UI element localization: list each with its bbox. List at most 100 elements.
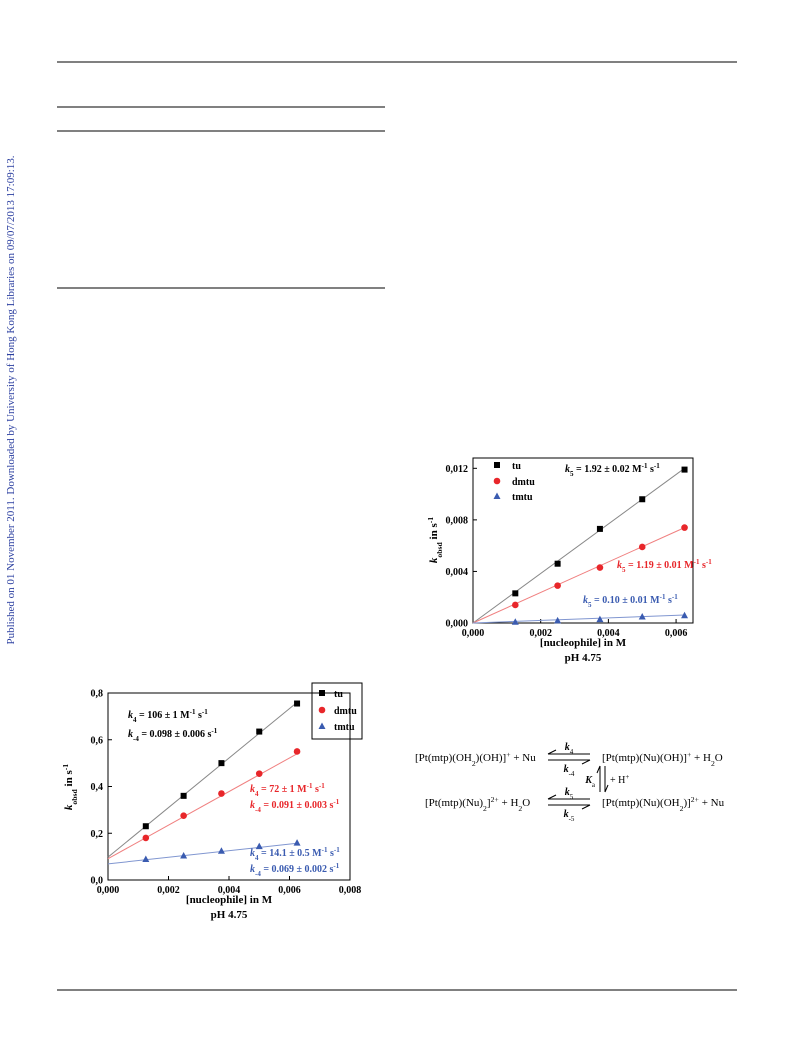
legend-marker	[318, 722, 326, 729]
marker	[639, 496, 646, 503]
scheme-label: k-5	[564, 809, 575, 823]
text-part: -1	[334, 846, 340, 854]
text-part: = 1.92 ± 0.02 M	[574, 464, 643, 475]
text-part: K	[584, 775, 593, 786]
marker	[681, 524, 688, 531]
text-part: -1	[660, 593, 666, 601]
x-tick-label: 0,000	[462, 628, 485, 639]
text-part: -1	[202, 708, 208, 716]
text-part: 5	[570, 793, 574, 801]
fit-line	[472, 527, 685, 624]
legend-label: tmtu	[512, 492, 533, 503]
scheme-species: [Pt(mtp)(OH2)(OH)]+ + Nu	[415, 750, 536, 768]
fit-line	[107, 842, 298, 865]
scheme-species: [Pt(mtp)(Nu)(OH)]+ + H2O	[602, 750, 723, 768]
text-part: obsd	[70, 789, 79, 805]
text-part: k	[250, 864, 255, 875]
y-tick-label: 0,004	[446, 567, 469, 578]
text-part: k	[583, 595, 588, 606]
text-part: s	[327, 848, 334, 859]
scheme-label: k4	[565, 742, 574, 756]
legend-label: tu	[512, 461, 521, 472]
text-part: s	[195, 710, 202, 721]
marker	[681, 466, 688, 473]
plot-frame	[472, 457, 694, 624]
legend-marker	[494, 462, 500, 468]
marker	[142, 834, 150, 842]
text-part: +	[625, 773, 629, 781]
legend-marker	[318, 706, 326, 714]
text-part: 2	[680, 804, 684, 813]
marker	[293, 839, 301, 846]
scheme-label: Ka	[584, 775, 596, 789]
text-part: s	[312, 784, 319, 795]
text-part: -1	[61, 764, 70, 771]
text-part: = 0.10 ± 0.01 M	[592, 595, 661, 606]
y-axis-label: kobsd in s-1	[61, 764, 79, 810]
scheme-arrows	[547, 749, 609, 810]
text-part: 4	[133, 716, 137, 724]
fit-line	[472, 467, 685, 624]
x-tick-label: 0,000	[97, 885, 120, 896]
subtitle: pH 4.75	[565, 652, 602, 664]
text-part: = 72 ± 1 M	[259, 784, 308, 795]
annotation: k5 = 1.19 ± 0.01 M-1 s-1	[617, 558, 712, 574]
text-part: -1	[319, 782, 325, 790]
x-tick-label: 0,004	[218, 885, 241, 896]
annotation: k-4 = 0.091 ± 0.003 s-1	[250, 798, 340, 814]
y-tick-label: 0,6	[91, 735, 104, 746]
marker	[218, 790, 225, 797]
text-part: s	[665, 595, 672, 606]
text-part: k	[250, 800, 255, 811]
text-part: s	[647, 464, 654, 475]
fit-line	[107, 701, 298, 858]
marker	[180, 851, 188, 859]
side-note: Published on 01 November 2011. Downloade…	[5, 155, 17, 644]
legend-label: tmtu	[334, 722, 355, 733]
text-part: k	[250, 784, 255, 795]
text-part: k	[565, 464, 570, 475]
marker	[180, 792, 187, 799]
x-tick-label: 0,006	[665, 628, 688, 639]
legend-label: tu	[334, 689, 343, 700]
text-part: k	[128, 710, 133, 721]
text-part: -1	[694, 558, 700, 566]
text-part: 2+	[491, 795, 499, 804]
y-tick-label: 0,0	[91, 876, 104, 887]
annotation: k5 = 1.92 ± 0.02 M-1 s-1	[565, 462, 660, 478]
legend-marker	[493, 477, 501, 485]
text-part: 5	[588, 601, 592, 609]
text-part: O	[715, 752, 723, 764]
text-part: k	[250, 848, 255, 859]
annotation: k-4 = 0.069 ± 0.002 s-1	[250, 862, 340, 878]
text-part: 2+	[691, 795, 699, 804]
y-axis-label: kobsd in s-1	[426, 517, 444, 563]
text-part: +	[687, 750, 691, 759]
text-part: k	[564, 809, 569, 820]
arrow	[548, 759, 591, 765]
arrow	[596, 765, 601, 792]
x-tick-label: 0,002	[157, 885, 180, 896]
annotation: k4 = 72 ± 1 M-1 s-1	[250, 782, 325, 798]
legend-marker	[319, 690, 325, 696]
marker	[142, 823, 149, 830]
text-part: -1	[333, 798, 339, 806]
text-part: + H	[499, 797, 519, 809]
marker	[142, 855, 150, 862]
text-part: )(OH)]	[476, 752, 507, 764]
marker	[638, 543, 646, 551]
text-part: 4	[255, 790, 259, 798]
text-part: -1	[654, 462, 660, 470]
marker	[180, 812, 187, 820]
text-part: -4	[133, 735, 139, 743]
y-tick-label: 0,4	[91, 782, 104, 793]
marker	[554, 560, 561, 567]
text-part: -1	[426, 517, 435, 524]
arrow	[548, 804, 591, 810]
subtitle: pH 4.75	[211, 909, 248, 921]
text-part: 5	[570, 470, 574, 478]
text-part: k	[564, 764, 569, 775]
text-part: + Nu	[699, 797, 725, 809]
text-part: -1	[307, 782, 313, 790]
